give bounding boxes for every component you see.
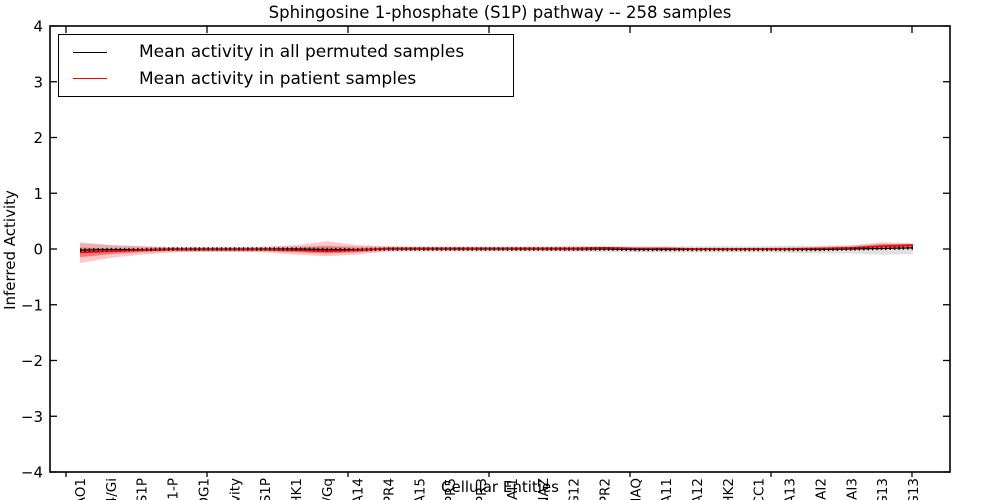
- y-tick-label: −2: [21, 352, 43, 370]
- x-category-label: mol:S1P: [258, 478, 274, 500]
- x-category-label: S1P/S1P2/G12/G13: [875, 478, 891, 500]
- legend-label-permuted: Mean activity in all permuted samples: [139, 42, 465, 63]
- y-tick-label: 0: [33, 241, 43, 259]
- y-tick-label: −1: [21, 296, 43, 314]
- line-patient-mean: [79, 244, 913, 254]
- x-category-label: S1P/S1P5/G12: [567, 478, 583, 500]
- legend-entry-permuted: Mean activity in all permuted samples: [59, 39, 513, 65]
- x-category-label: ABCC1: [752, 478, 768, 500]
- legend-box: Mean activity in all permuted samples Me…: [58, 34, 514, 97]
- y-tick-label: 2: [33, 129, 43, 147]
- y-tick-label: 3: [33, 73, 43, 91]
- x-category-label: S1PR2: [597, 478, 613, 500]
- x-axis-label: Cellular Entities: [441, 478, 559, 496]
- x-category-label: mol:Sphinganine-1-P: [166, 478, 182, 500]
- x-category-label: EDG1: [196, 478, 212, 500]
- x-category-label: SPHK2: [721, 478, 737, 500]
- legend-entry-patient: Mean activity in patient samples: [59, 66, 513, 92]
- x-category-label: S1P/S1P4/Gi: [104, 478, 120, 500]
- y-tick-label: 1: [33, 185, 43, 203]
- x-category-label: S1PR4: [382, 478, 398, 500]
- x-category-label: GNA15: [412, 478, 428, 500]
- x-category-label: S1PR3: [474, 478, 490, 500]
- legend-label-patient: Mean activity in patient samples: [139, 68, 417, 89]
- legend-line-patient-icon: [73, 78, 107, 80]
- x-category-label: growth factor activity: [227, 478, 243, 500]
- x-category-label: S1P/S1P3/Gq: [320, 478, 336, 500]
- legend-line-permuted-icon: [73, 51, 107, 53]
- x-category-label: G12/G13: [906, 478, 922, 500]
- x-category-label: GNAO1: [73, 478, 89, 500]
- x-category-label: GNA11: [659, 478, 675, 500]
- x-category-label: GNA12: [690, 478, 706, 500]
- x-category-label: GNA14: [351, 478, 367, 500]
- x-category-label: GNAI3: [844, 478, 860, 500]
- x-category-label: S1P1/S1P: [135, 478, 151, 500]
- x-category-label: S1PR5: [443, 478, 459, 500]
- x-category-label: SPHK1: [289, 478, 305, 500]
- y-tick-label: 4: [33, 18, 43, 36]
- x-category-label: GNAZ: [536, 478, 552, 500]
- band-patient-samples-range-inner: [80, 243, 913, 258]
- x-category-label: GNAQ: [628, 478, 644, 500]
- chart-title: Sphingosine 1-phosphate (S1P) pathway --…: [268, 3, 732, 22]
- x-category-label: GNAI2: [813, 478, 829, 500]
- x-category-label: GNA13: [783, 478, 799, 500]
- x-category-label: GNAI1: [505, 478, 521, 500]
- y-tick-label: −3: [21, 408, 43, 426]
- band-permuted-samples-range: [80, 243, 913, 257]
- band-patient-samples-range-outer: [80, 241, 913, 263]
- y-tick-label: −4: [21, 464, 43, 482]
